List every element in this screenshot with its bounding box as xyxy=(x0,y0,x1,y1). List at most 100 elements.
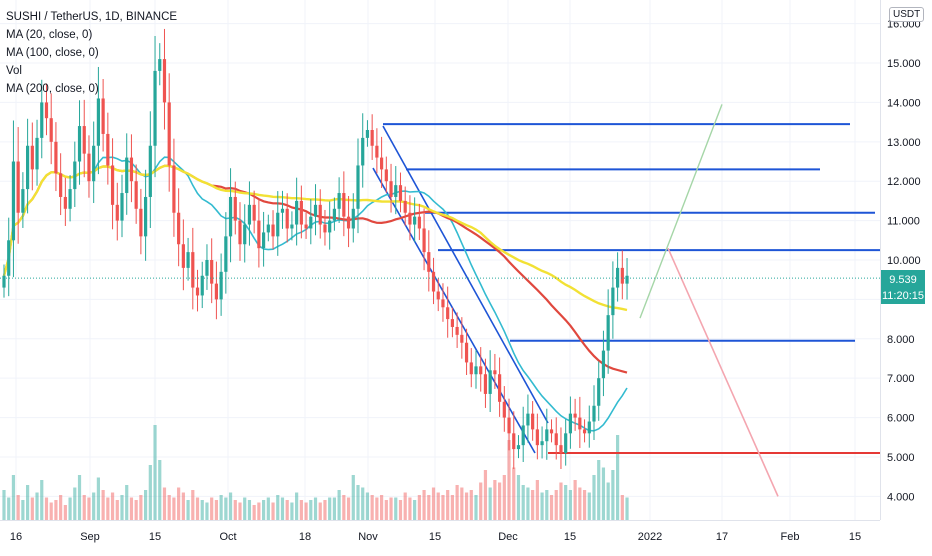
volume-bar xyxy=(384,500,388,520)
volume-bar xyxy=(545,490,549,520)
candle-body xyxy=(139,208,143,237)
price-axis-labels: 4.0005.0006.0007.0008.0009.00010.00011.0… xyxy=(887,19,921,504)
volume-bar xyxy=(616,435,620,520)
candle-body xyxy=(238,220,242,245)
volume-bar xyxy=(464,492,469,520)
candle-body xyxy=(30,145,34,170)
volume-bar xyxy=(625,497,629,520)
candle-body xyxy=(365,130,370,138)
volume-bar xyxy=(115,500,119,520)
candle-body xyxy=(441,299,445,308)
volume-bar xyxy=(7,497,11,520)
price-tick-label: 4.000 xyxy=(887,491,915,503)
volume-bar xyxy=(427,495,431,520)
price-tick-label: 6.000 xyxy=(887,413,915,425)
volume-bar xyxy=(413,500,417,520)
volume-bar xyxy=(507,440,511,520)
price-tick-label: 13.000 xyxy=(887,137,921,149)
candle-body xyxy=(328,220,332,233)
volume-bar xyxy=(422,490,426,520)
candle-body xyxy=(54,141,58,174)
candle-body xyxy=(26,145,30,190)
volume-bar xyxy=(351,475,355,520)
volume-bar xyxy=(337,490,341,520)
volume-bar xyxy=(441,495,445,520)
candle-body xyxy=(214,283,218,300)
candle-body xyxy=(620,267,624,284)
candle-body xyxy=(295,200,299,225)
volume-bar xyxy=(290,502,294,520)
candle-body xyxy=(49,118,53,142)
volume-bar xyxy=(455,485,459,520)
volume-bar xyxy=(153,425,157,520)
volume-bar xyxy=(40,480,44,520)
candle-body xyxy=(158,59,162,71)
volume-bar xyxy=(219,495,223,520)
volume-bar xyxy=(450,495,454,520)
price-chart[interactable] xyxy=(0,0,880,520)
volume-bar xyxy=(82,495,86,520)
candle-body xyxy=(559,445,563,454)
legend-vol: Vol xyxy=(6,65,22,77)
volume-bar xyxy=(535,480,539,520)
candle-body xyxy=(573,413,577,418)
candle-body xyxy=(44,102,49,119)
chart-area[interactable]: SUSHI / TetherUS, 1D, BINANCE MA (20, cl… xyxy=(0,0,880,520)
volume-bar xyxy=(177,487,181,520)
candle-body xyxy=(460,334,464,343)
volume-bar xyxy=(276,495,280,520)
candle-body xyxy=(134,181,138,209)
candle-body xyxy=(408,212,412,225)
candle-body xyxy=(545,429,549,442)
candle-body xyxy=(389,181,393,197)
volume-bar xyxy=(611,470,615,520)
volume-bar xyxy=(247,500,252,520)
time-tick-label: Oct xyxy=(219,531,236,543)
candle-body xyxy=(625,275,629,284)
price-tick-label: 7.000 xyxy=(887,373,915,385)
volume-bar xyxy=(266,497,270,520)
candle-body xyxy=(290,224,294,229)
candle-body xyxy=(125,157,129,194)
candle-body xyxy=(110,165,115,205)
volume-bar xyxy=(26,485,30,520)
candle-body xyxy=(436,291,440,300)
candle-body xyxy=(342,193,346,217)
volume-bar xyxy=(398,500,403,520)
time-axis[interactable]: 16 Sep 15 Oct 18 Nov 15 Dec 15 2022 17 Feb 15 xyxy=(0,520,880,550)
volume-bar xyxy=(587,492,591,520)
candle-body xyxy=(488,370,492,394)
candle-body xyxy=(337,193,341,209)
volume-bar xyxy=(469,490,473,520)
candle-body xyxy=(200,275,204,296)
volume-bar xyxy=(280,497,285,520)
candle-body xyxy=(384,169,388,182)
candle-body xyxy=(549,429,554,434)
candle-body xyxy=(422,228,426,253)
volume-bar xyxy=(285,500,289,520)
volume-bar xyxy=(181,492,185,520)
candle-body xyxy=(370,130,374,146)
legend-ma200: MA (200, close, 0) xyxy=(6,83,99,95)
candle-body xyxy=(191,252,195,288)
candle-body xyxy=(276,212,280,237)
grid xyxy=(0,0,880,520)
candle-body xyxy=(262,232,266,249)
volume-bar xyxy=(512,467,516,520)
price-axis[interactable]: 4.0005.0006.0007.0008.0009.00010.00011.0… xyxy=(880,0,932,520)
volume-bar xyxy=(139,495,143,520)
volume-bar xyxy=(96,477,100,520)
candle-body xyxy=(464,342,469,363)
volume-bar xyxy=(568,490,572,520)
volume-bar xyxy=(238,502,242,520)
volume-bar xyxy=(21,500,25,520)
candle-body xyxy=(380,157,384,170)
time-tick-label: 17 xyxy=(716,531,728,543)
volume-bar xyxy=(488,487,492,520)
volume-bar xyxy=(191,490,195,520)
candle-body xyxy=(540,441,544,446)
candle-body xyxy=(271,224,275,237)
currency-badge[interactable]: USDT xyxy=(889,7,925,22)
candle-body xyxy=(521,425,525,446)
volume-bar xyxy=(77,475,82,520)
